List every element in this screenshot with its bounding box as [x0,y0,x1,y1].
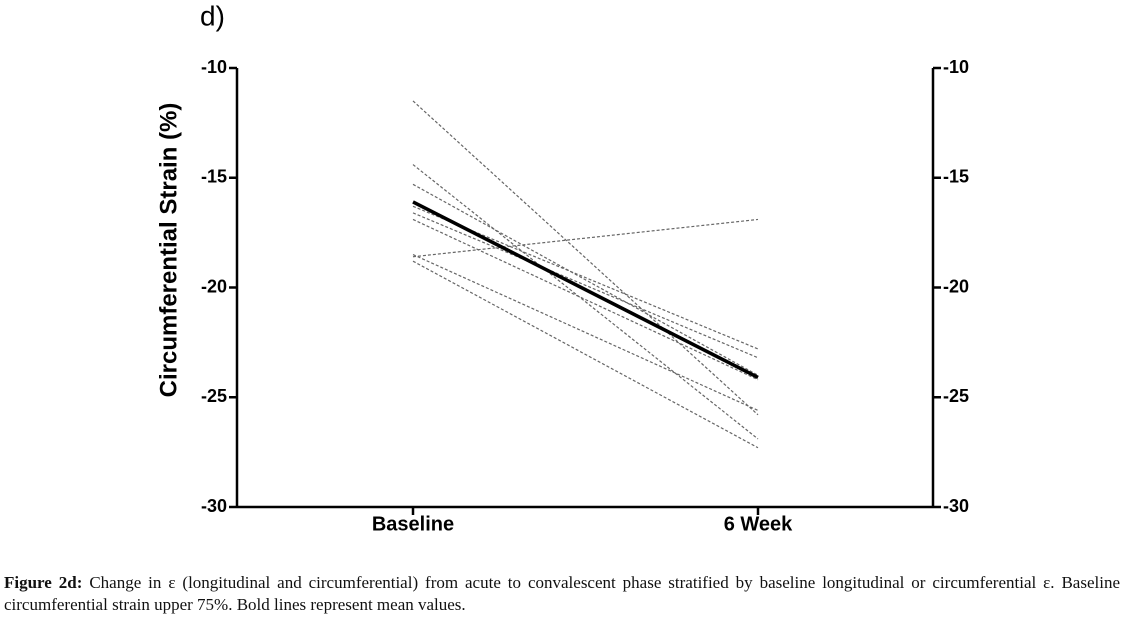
subject-line [412,254,759,411]
caption: Figure 2d: Change in ε (longitudinal and… [4,572,1120,616]
subject-line [412,212,759,359]
subject-line [412,100,759,416]
subject-line [412,218,759,381]
panel-label: d) [200,0,225,31]
y2-tick-label: -10 [943,57,969,77]
caption-text: Change in ε (longitudinal and circumfere… [4,573,1120,614]
x-tick-label: 6 Week [724,513,793,535]
mean-line [412,200,759,380]
y-tick-label: -20 [201,276,227,296]
chart: d) Circumferential Strain (%) -30 -25 -20 -… [155,0,969,535]
y-tick-label: -30 [201,496,227,516]
y2-tick-label: -25 [943,386,969,406]
subject-line [412,218,759,258]
y-tick-label: -15 [201,167,227,187]
subject-line [412,164,759,440]
subject-line [412,260,759,449]
subject-line [412,183,759,376]
y-tick-label: -25 [201,386,227,406]
y-tick-label: -10 [201,57,227,77]
caption-label: Figure 2d: [4,573,83,592]
y-axis-label: Circumferential Strain (%) [155,103,182,398]
y2-tick-label: -15 [943,167,969,187]
y2-tick-label: -20 [943,276,969,296]
y2-tick-label: -30 [943,496,969,516]
x-tick-label: Baseline [372,513,454,535]
